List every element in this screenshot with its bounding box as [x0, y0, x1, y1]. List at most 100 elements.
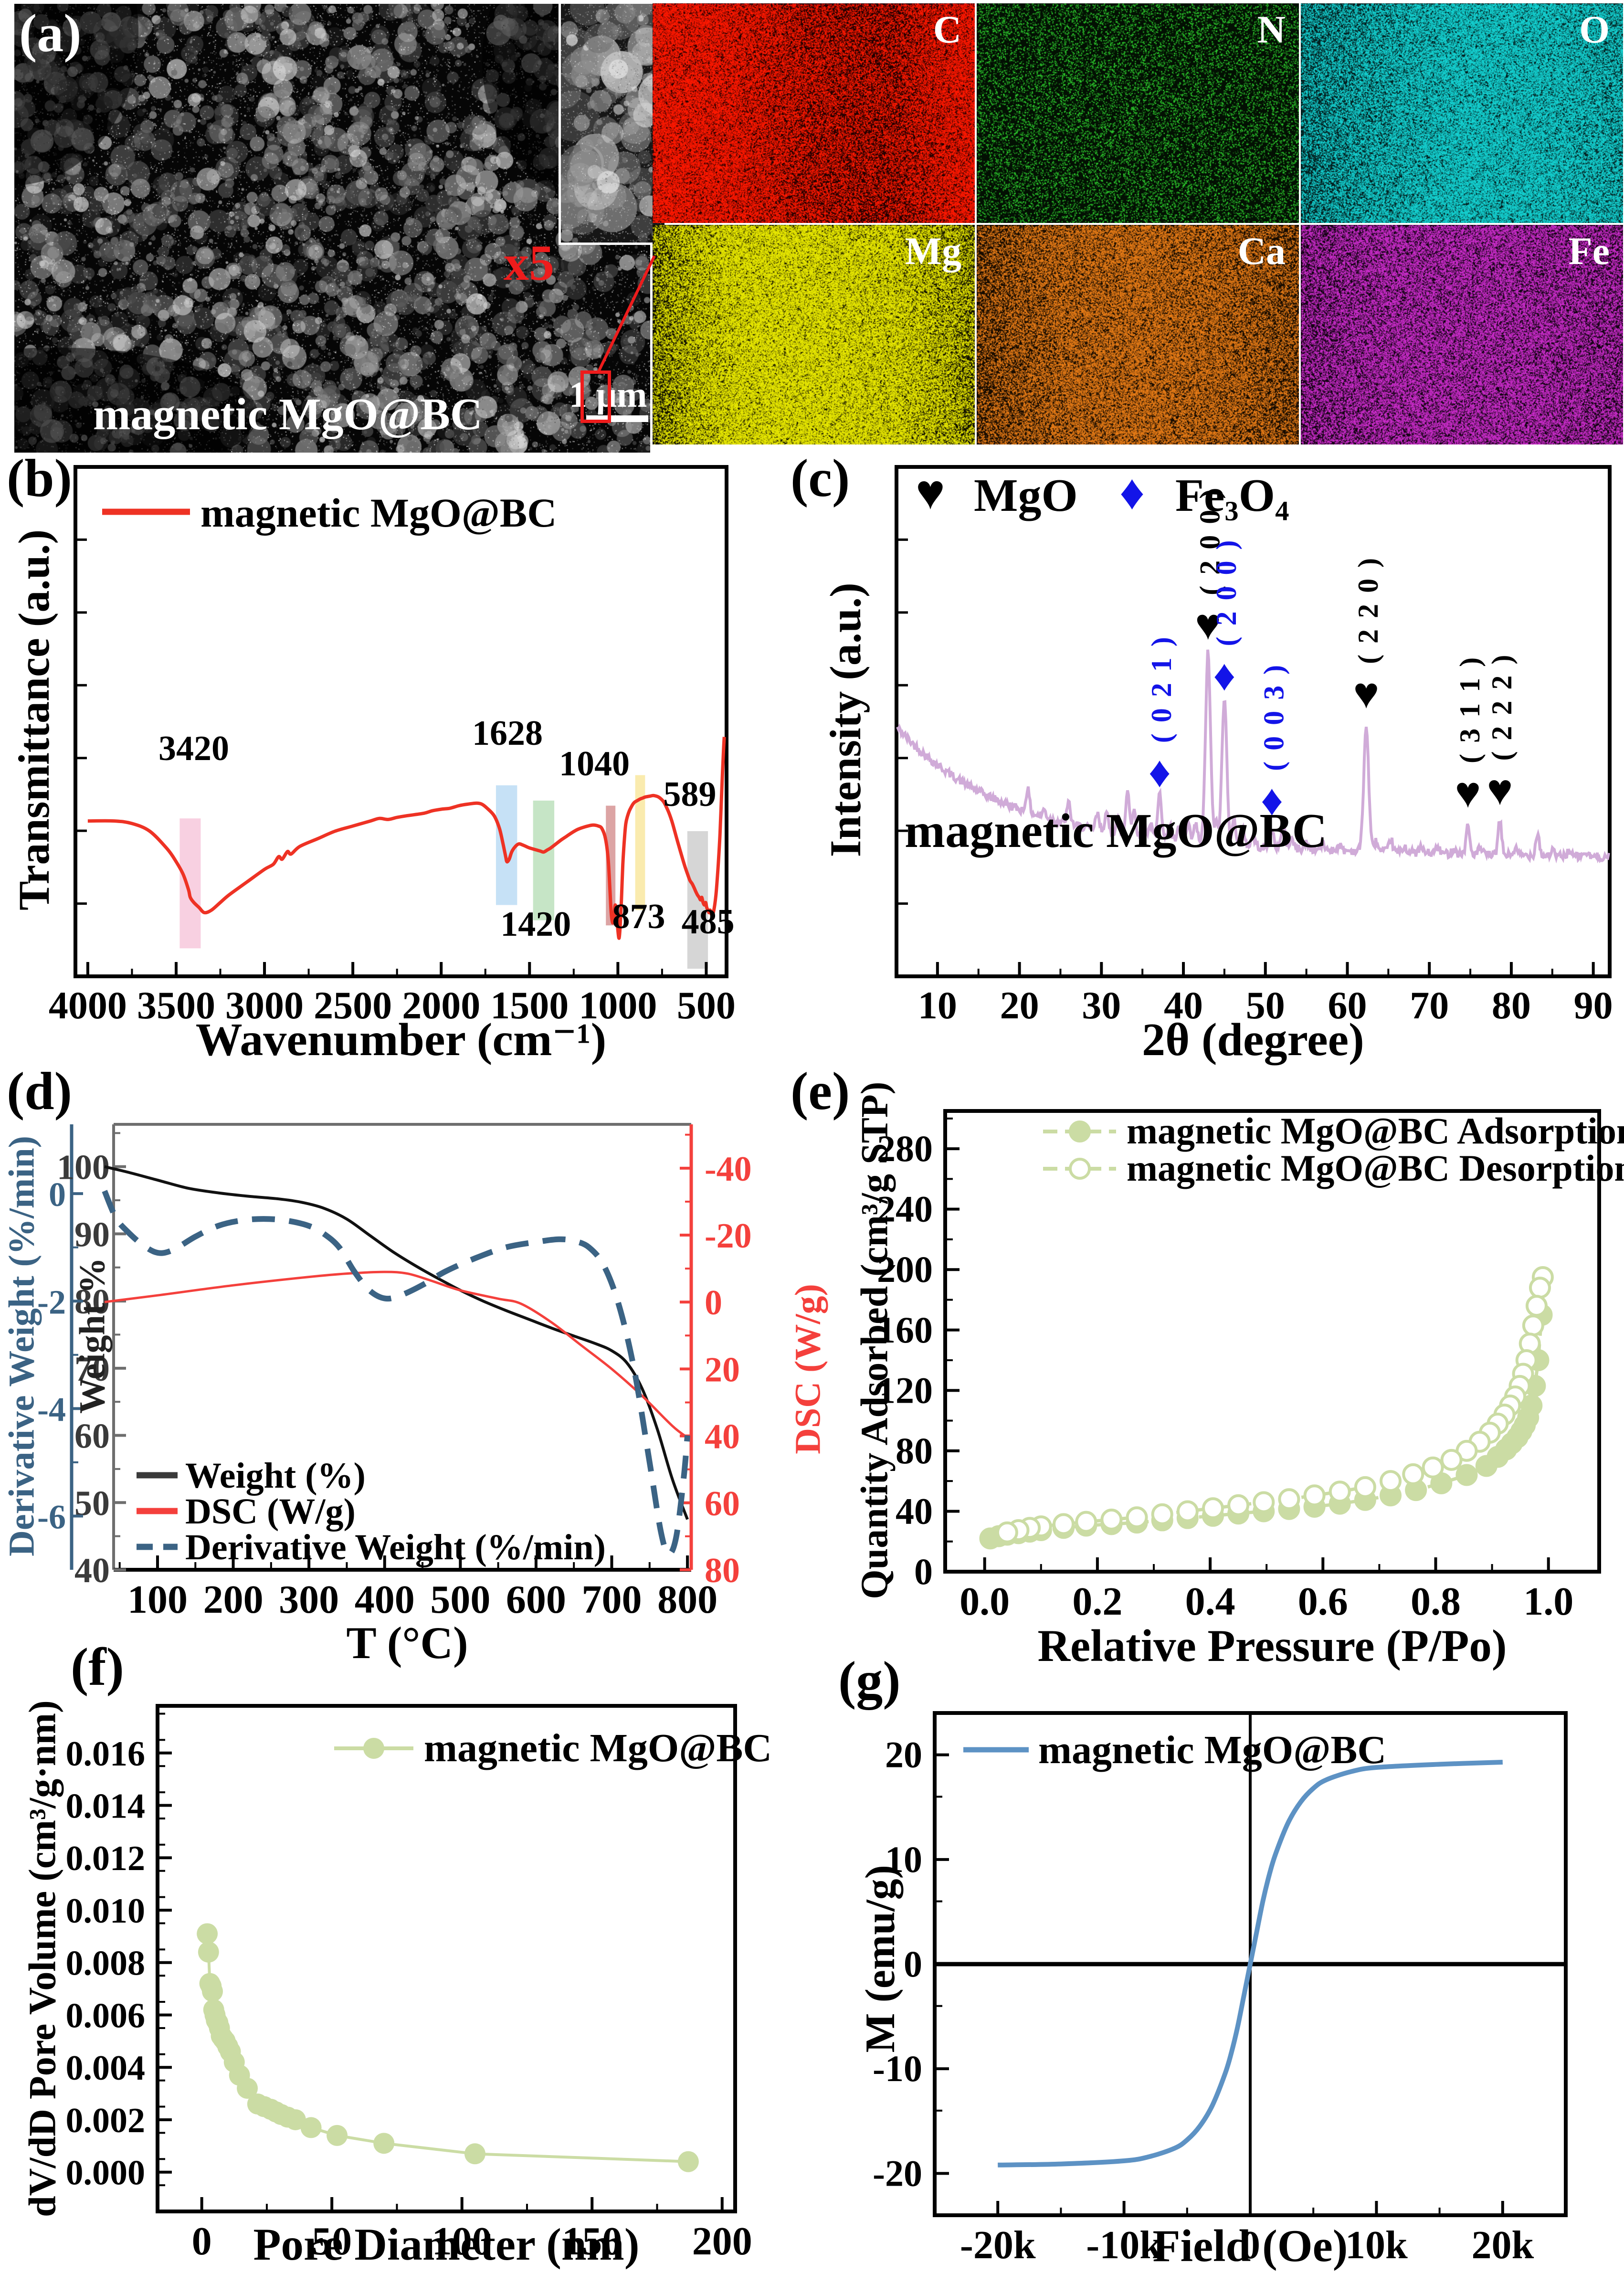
x-tick-label: 80 — [1492, 983, 1531, 1027]
weight-tick-label: 60 — [74, 1417, 110, 1456]
desorption-point — [1303, 1484, 1326, 1507]
x-tick-label: 0.4 — [1185, 1579, 1235, 1624]
inset-callout-line — [597, 255, 656, 372]
x-tick-label: 40 — [1164, 983, 1203, 1027]
eds-map-canvas — [977, 3, 1299, 223]
heart-marker-icon: ♥ — [1455, 768, 1481, 817]
dsc-tick-label: 0 — [705, 1283, 722, 1322]
x-tick-label: 100 — [127, 1577, 188, 1622]
d-weight-axis-label: Weight % — [72, 1257, 113, 1414]
x-tick-label: 3000 — [225, 983, 304, 1027]
desorption-point — [1329, 1480, 1351, 1503]
x-tick-label: 500 — [677, 983, 736, 1027]
eds-element-label: Ca — [1237, 229, 1286, 273]
weight-tick-label: 40 — [74, 1551, 110, 1590]
d-legend-derivative-label: Derivative Weight (%/min) — [185, 1527, 606, 1567]
sem-image-panel: (a) magnetic MgO@BC 1 μm x5 — [14, 4, 664, 453]
c-legend-mgo-label: MgO — [974, 470, 1078, 521]
plot-frame — [156, 1704, 737, 2213]
x-tick-label: 800 — [657, 1577, 717, 1622]
ftir-peak-label-1420: 1420 — [500, 905, 571, 944]
x-tick-label: 0.6 — [1298, 1579, 1348, 1624]
desorption-point — [1529, 1277, 1551, 1299]
d-legend-weight-label: Weight (%) — [185, 1456, 366, 1496]
ftir-highlight-band — [635, 775, 645, 910]
xrd-curve — [896, 649, 1610, 864]
desorption-point — [1380, 1470, 1402, 1492]
x-tick-label: 4000 — [49, 983, 127, 1027]
plot-frame — [74, 465, 728, 978]
y-tick-label: 0.016 — [66, 1734, 146, 1774]
eds-element-label: Fe — [1568, 229, 1610, 273]
ftir-highlight-band — [687, 831, 708, 969]
pore-volume-point — [202, 1981, 223, 2002]
x-tick-label: 2500 — [314, 983, 392, 1027]
y-tick-label: 160 — [877, 1309, 933, 1351]
y-tick-label: 0.014 — [66, 1787, 146, 1826]
x-tick-label: -20k — [960, 2223, 1036, 2267]
x-tick-label: 90 — [1574, 983, 1613, 1027]
derivative-tick-label: -2 — [37, 1283, 66, 1321]
dsc-tick-label: -20 — [705, 1216, 752, 1256]
x-tick-label: 50 — [1246, 983, 1285, 1027]
derivative-tick-label: 0 — [49, 1175, 66, 1214]
d-legend-dsc-label: DSC (W/g) — [185, 1491, 356, 1532]
e-legend-adsorption-label: magnetic MgO@BC Adsorption — [1127, 1110, 1624, 1152]
y-tick-label: 40 — [896, 1490, 933, 1532]
xrd-peak-hkl-label: ( 2 2 2 ) — [1486, 653, 1518, 761]
eds-element-label: Mg — [905, 229, 961, 273]
desorption-point — [1202, 1497, 1224, 1520]
dsc-tick-label: 60 — [705, 1484, 740, 1523]
panel-a-label: (a) — [19, 4, 82, 63]
panel-c-label: (c) — [791, 449, 850, 508]
sem-inset-micrograph — [561, 4, 664, 243]
sem-inset-box — [559, 4, 664, 245]
desorption-point — [1278, 1488, 1300, 1511]
eds-element-label: C — [933, 8, 961, 51]
y-tick-label: 10 — [885, 1839, 922, 1880]
c-x-axis-label: 2θ (degree) — [1142, 1014, 1364, 1066]
y-tick-label: 120 — [877, 1369, 933, 1411]
x-tick-label: 600 — [506, 1577, 566, 1622]
desorption-point — [1100, 1508, 1123, 1531]
desorption-point — [1151, 1503, 1173, 1525]
desorption-point — [1176, 1500, 1199, 1523]
ftir-highlight-band — [179, 818, 201, 949]
plot-frame — [943, 1109, 1601, 1574]
x-tick-label: 1.0 — [1523, 1579, 1573, 1624]
eds-map-canvas — [1301, 225, 1623, 444]
y-tick-label: 0.012 — [66, 1839, 146, 1878]
d-curve-dsc — [104, 1270, 688, 1439]
eds-map-N: N — [977, 3, 1299, 223]
x-tick-label: 10 — [918, 983, 957, 1027]
desorption-point — [1522, 1314, 1544, 1337]
x-tick-label: 20 — [1000, 983, 1039, 1027]
pore-volume-point — [285, 2109, 306, 2130]
heart-marker-icon: ♥ — [1195, 600, 1221, 649]
y-tick-label: 0.006 — [66, 1996, 146, 2035]
heart-icon: ♥ — [916, 465, 945, 520]
eds-map-O: O — [1301, 3, 1623, 223]
x-tick-label: 2000 — [402, 983, 480, 1027]
x-tick-label: 200 — [203, 1577, 264, 1622]
diamond-marker-icon: ♦ — [1149, 748, 1171, 796]
x-tick-label: 400 — [355, 1577, 415, 1622]
x-tick-label: 150 — [562, 2219, 622, 2263]
f-legend-label: magnetic MgO@BC — [424, 1726, 772, 1770]
x-tick-label: 300 — [279, 1577, 339, 1622]
g-legend-label: magnetic MgO@BC — [1038, 1728, 1387, 1772]
pore-volume-point — [677, 2151, 699, 2172]
e-legend-marker — [1069, 1158, 1091, 1180]
panel-g-label: (g) — [838, 1651, 901, 1710]
dsc-tick-label: 40 — [705, 1417, 740, 1457]
b-y-axis-label: Transmittance (a.u.) — [10, 529, 59, 910]
xrd-peak-hkl-label: ( 0 0 3 ) — [1258, 663, 1289, 771]
b-legend-label: magnetic MgO@BC — [200, 490, 557, 536]
e-legend-desorption-label: magnetic MgO@BC Desorption — [1127, 1147, 1624, 1189]
xrd-peak-hkl-label: ( 2 2 0 ) — [1352, 556, 1384, 664]
desorption-point — [1075, 1511, 1097, 1533]
x-tick-label: 20k — [1471, 2223, 1534, 2267]
pore-volume-point — [327, 2125, 348, 2146]
